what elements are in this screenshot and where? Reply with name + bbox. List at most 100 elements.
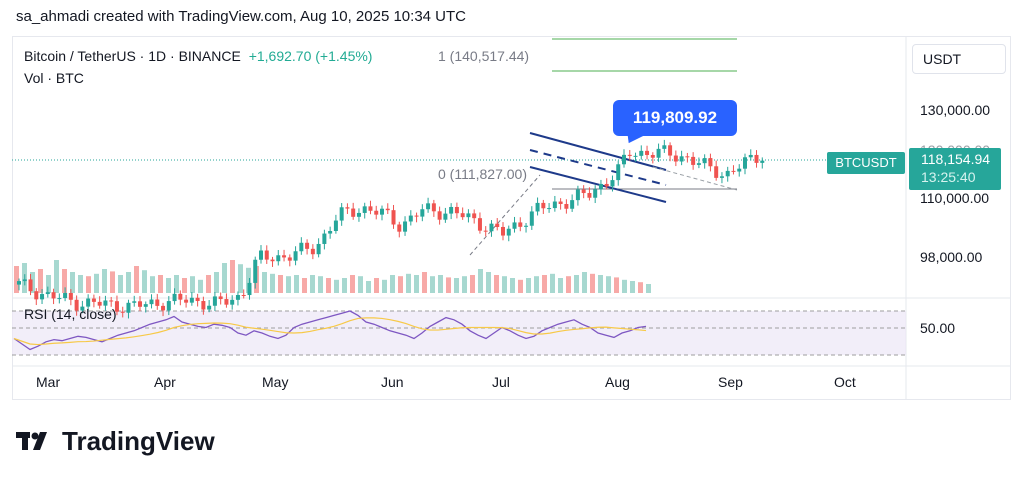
volume-bar: [494, 275, 499, 293]
brand[interactable]: TradingView: [16, 424, 215, 458]
volume-bar: [262, 272, 267, 293]
candle-body: [258, 250, 263, 260]
volume-bar: [590, 273, 595, 293]
symbol-legend[interactable]: Bitcoin / TetherUS · 1D · BINANCE +1,692…: [24, 48, 372, 64]
last-price-value: 118,154.94: [921, 151, 991, 167]
candle-body: [91, 298, 96, 302]
candle-body: [535, 202, 540, 212]
candle-body: [552, 201, 557, 209]
candle-body: [126, 302, 131, 313]
candle-body: [362, 206, 367, 213]
volume-bar: [598, 275, 603, 293]
candle-body: [748, 154, 753, 158]
rsi-layer: [13, 310, 647, 351]
candle-body: [547, 208, 552, 210]
volume-bar: [190, 276, 195, 293]
projection-line: [652, 166, 738, 191]
volume-bar: [118, 275, 123, 293]
fib-level-0-label: 0 (111,827.00): [438, 166, 527, 182]
month-tick: Mar: [36, 374, 61, 390]
chart-frame[interactable]: [12, 36, 1011, 400]
candle-body: [333, 220, 338, 231]
candle-body: [570, 200, 575, 209]
volume-bar: [214, 272, 219, 293]
candle-body: [668, 145, 673, 156]
candle-body: [97, 301, 102, 306]
volume-bar: [54, 260, 59, 293]
candle-body: [460, 213, 465, 218]
candle-body: [518, 222, 523, 227]
candle-body: [449, 206, 454, 214]
candle-body: [86, 298, 91, 307]
candle-body: [541, 202, 546, 209]
candle-body: [662, 145, 667, 149]
candle-body: [472, 213, 477, 219]
candle-body: [500, 226, 505, 236]
candle-body: [74, 299, 79, 311]
candle-body: [322, 233, 327, 244]
candle-body: [109, 300, 114, 302]
price-tick: 110,000.00: [920, 190, 990, 206]
candle-body: [714, 166, 719, 178]
candle-body: [696, 163, 701, 165]
rsi-ma-line: [13, 317, 647, 346]
volume-bar: [238, 264, 243, 293]
volume-bar: [630, 281, 635, 293]
volume-bar: [38, 269, 43, 293]
candle-body: [483, 230, 488, 232]
candle-body: [414, 215, 419, 217]
candle-body: [155, 299, 160, 306]
candle-body: [328, 230, 333, 234]
candle-body: [379, 208, 384, 215]
volume-bar: [102, 269, 107, 293]
volume-bar: [286, 276, 291, 293]
volume-bar: [62, 269, 67, 293]
candle-body: [420, 209, 425, 217]
volume-layer: [14, 260, 651, 293]
candle-body: [558, 201, 563, 204]
candle-body: [293, 251, 298, 261]
rsi-legend[interactable]: RSI (14, close): [24, 306, 117, 322]
candle-body: [685, 156, 690, 158]
currency-button[interactable]: USDT: [912, 44, 1006, 74]
candle-body: [725, 170, 730, 177]
volume-bar: [486, 272, 491, 293]
candle-body: [403, 221, 408, 232]
candle-body: [212, 296, 217, 306]
candle-body: [230, 299, 235, 305]
volume-bar: [526, 278, 531, 293]
volume-bar: [150, 276, 155, 293]
candle-body: [581, 189, 586, 194]
volume-bar: [622, 279, 627, 293]
candle-body: [593, 189, 598, 198]
volume-bar: [414, 275, 419, 293]
volume-bar: [614, 277, 619, 293]
candle-body: [702, 158, 707, 164]
volume-bar: [542, 275, 547, 293]
volume-bar: [462, 276, 467, 293]
volume-bar: [454, 278, 459, 293]
candle-body: [287, 257, 292, 261]
volume-bar: [158, 275, 163, 293]
month-tick: Apr: [154, 374, 176, 390]
volume-bar: [550, 273, 555, 293]
candle-body: [489, 223, 494, 232]
volume-bar: [390, 275, 395, 293]
last-price-badge: 118,154.94 13:25:40: [909, 148, 1001, 190]
candle-body: [650, 154, 655, 158]
candle-body: [645, 150, 650, 155]
volume-bar: [86, 276, 91, 293]
volume-legend[interactable]: Vol · BTC: [24, 70, 84, 86]
candle-body: [731, 170, 736, 172]
candle-body: [477, 218, 482, 231]
volume-bar: [438, 275, 443, 293]
swing-line: [469, 174, 541, 256]
candle-body: [627, 154, 632, 156]
price-callout[interactable]: 119,809.92: [613, 100, 737, 136]
candle-body: [431, 203, 436, 212]
candle-body: [604, 183, 609, 187]
candle-body: [184, 299, 189, 303]
channel-upper-line: [529, 132, 667, 171]
volume-bar: [110, 271, 115, 293]
